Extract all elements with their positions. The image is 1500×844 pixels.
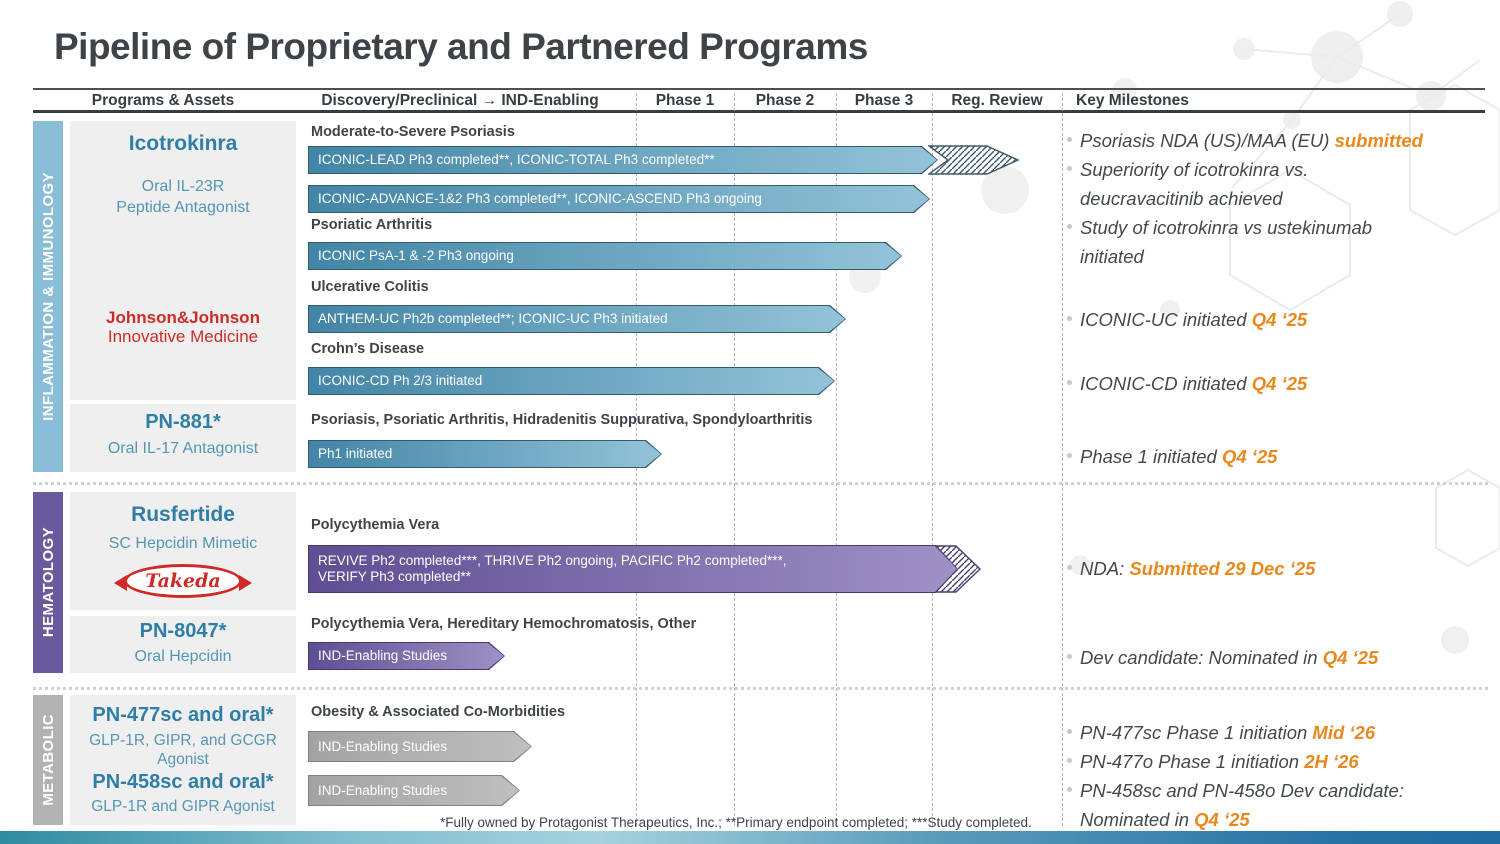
jnj-logo-line1: Johnson&Johnson — [106, 308, 260, 327]
milestones-divider-line — [1062, 93, 1063, 826]
header-top-rule — [33, 88, 1485, 90]
pipeline-bar-pn8047-ind: IND-Enabling Studies — [308, 642, 505, 670]
program-box-pn8047: PN-8047* Oral Hepcidin — [70, 616, 296, 673]
johnson-johnson-logo: Johnson&Johnson Innovative Medicine — [70, 308, 296, 346]
bar-label: ANTHEM-UC Ph2b completed**; ICONIC-UC Ph… — [318, 311, 668, 326]
bar-label: IND-Enabling Studies — [318, 738, 448, 754]
indication-ulcerative-colitis: Ulcerative Colitis — [311, 279, 429, 295]
category-bar-hematology: HEMATOLOGY — [33, 492, 63, 673]
column-header-phase2: Phase 2 — [755, 92, 815, 109]
bar-label: ICONIC PsA-1 & -2 Ph3 ongoing — [318, 248, 514, 263]
pipeline-bar-anthem-uc: ANTHEM-UC Ph2b completed**; ICONIC-UC Ph… — [308, 305, 846, 333]
category-bar-metabolic: METABOLIC — [33, 695, 63, 825]
pipeline-bar-iconic-lead: ICONIC-LEAD Ph3 completed**, ICONIC-TOTA… — [308, 146, 938, 174]
milestone-iconic-cd: ICONIC-CD initiated Q4 ‘25 — [1067, 369, 1500, 398]
milestone-pn8047-dev-candidate: Dev candidate: Nominated in Q4 ‘25 — [1067, 643, 1500, 672]
column-header-key-milestones: Key Milestones — [1076, 92, 1189, 109]
milestone-pn881-phase1: Phase 1 initiated Q4 ‘25 — [1067, 442, 1500, 471]
pipeline-bar-pn458-ind: IND-Enabling Studies — [308, 775, 520, 806]
program-subtitle-pn8047: Oral Hepcidin — [134, 648, 232, 665]
indication-pn881: Psoriasis, Psoriatic Arthritis, Hidraden… — [311, 412, 813, 428]
milestone-ustekinumab-study: Study of icotrokinra vs ustekinumab init… — [1067, 213, 1500, 271]
column-header-discovery: Discovery/Preclinical → IND-Enabling — [321, 92, 599, 109]
bar-label: ICONIC-ADVANCE-1&2 Ph3 completed**, ICON… — [318, 191, 762, 206]
bar-label: IND-Enabling Studies — [318, 782, 448, 798]
bar-label: REVIVE Ph2 completed***, THRIVE Ph2 ongo… — [318, 553, 787, 584]
pipeline-bar-pn477-ind: IND-Enabling Studies — [308, 731, 532, 762]
program-subtitle-pn881: Oral IL-17 Antagonist — [107, 440, 259, 457]
program-box-pn881: PN-881* Oral IL-17 Antagonist — [70, 404, 296, 472]
program-box-rusfertide: Rusfertide SC Hepcidin Mimetic Takeda — [70, 492, 296, 610]
program-subtitle-rusfertide: SC Hepcidin Mimetic — [108, 535, 258, 552]
reg-review-divider-line — [932, 93, 933, 826]
bar-label: Ph1 initiated — [318, 446, 393, 461]
section-separator-2 — [33, 687, 1488, 690]
milestone-iconic-uc: ICONIC-UC initiated Q4 ‘25 — [1067, 305, 1500, 334]
bar-label: IND-Enabling Studies — [318, 648, 448, 663]
milestone-pn477sc: PN-477sc Phase 1 initiation Mid ‘26 — [1067, 718, 1500, 747]
milestone-superiority: Superiority of icotrokinra vs. deucravac… — [1067, 155, 1500, 213]
program-name-icotrokinra: Icotrokinra — [128, 132, 238, 155]
pipeline-bar-iconic-cd: ICONIC-CD Ph 2/3 initiated — [308, 367, 835, 395]
program-name-pn477: PN-477sc and oral* — [92, 704, 274, 726]
bar-label: ICONIC-CD Ph 2/3 initiated — [318, 373, 483, 388]
pipeline-bar-pn881-ph1: Ph1 initiated — [308, 440, 662, 468]
indication-polycythemia-vera: Polycythemia Vera — [311, 517, 440, 533]
milestone-rusfertide-nda: NDA: Submitted 29 Dec ‘25 — [1067, 554, 1500, 583]
pipeline-bar-iconic-advance: ICONIC-ADVANCE-1&2 Ph3 completed**, ICON… — [308, 185, 930, 213]
indication-obesity: Obesity & Associated Co-Morbidities — [311, 704, 566, 720]
milestone-pn458-dev-candidate: PN-458sc and PN-458o Dev candidate: Nomi… — [1067, 776, 1500, 834]
program-subtitle-pn458: GLP-1R and GIPR Agonist — [91, 798, 275, 815]
program-name-pn458: PN-458sc and oral* — [92, 771, 274, 793]
program-name-pn881: PN-881* — [145, 411, 221, 433]
milestone-psoriasis-nda: Psoriasis NDA (US)/MAA (EU) submitted — [1067, 126, 1500, 155]
indication-pv-hh-other: Polycythemia Vera, Hereditary Hemochroma… — [311, 616, 697, 632]
milestone-pn477o: PN-477o Phase 1 initiation 2H ‘26 — [1067, 747, 1500, 776]
program-name-pn8047: PN-8047* — [139, 620, 227, 642]
column-header-reg-review: Reg. Review — [951, 92, 1043, 109]
phase2-divider-line — [734, 93, 735, 826]
takeda-logo-text: Takeda — [145, 570, 221, 592]
bottom-gradient-bar — [0, 831, 1500, 844]
indication-psoriatic-arthritis: Psoriatic Arthritis — [311, 217, 433, 233]
program-subtitle-icotrokinra: Oral IL-23R Peptide Antagonist — [116, 178, 250, 216]
takeda-logo: Takeda — [114, 562, 252, 600]
phase3-divider-line — [836, 93, 837, 826]
program-name-rusfertide: Rusfertide — [131, 503, 235, 526]
header-bottom-rule — [33, 110, 1485, 113]
takeda-logo-oval: Takeda — [114, 564, 252, 598]
pipeline-bar-iconic-psa: ICONIC PsA-1 & -2 Ph3 ongoing — [308, 242, 902, 270]
category-label-inflammation: INFLAMMATION & IMMUNOLOGY — [39, 172, 57, 421]
footnote: *Fully owned by Protagonist Therapeutics… — [440, 815, 1032, 830]
category-label-metabolic: METABOLIC — [39, 714, 57, 806]
pipeline-bar-rusfertide: REVIVE Ph2 completed***, THRIVE Ph2 ongo… — [308, 545, 958, 593]
page-title: Pipeline of Proprietary and Partnered Pr… — [54, 26, 868, 67]
indication-psoriasis: Moderate-to-Severe Psoriasis — [311, 124, 515, 140]
program-box-metabolic: PN-477sc and oral* GLP-1R, GIPR, and GCG… — [70, 695, 296, 825]
category-label-hematology: HEMATOLOGY — [39, 527, 57, 638]
indication-crohns-disease: Crohn’s Disease — [311, 341, 425, 357]
reg-review-hatched-arrowhead-icotrokinra — [928, 145, 1020, 175]
column-header-phase1: Phase 1 — [655, 92, 715, 109]
column-header-programs-assets: Programs & Assets — [91, 92, 235, 109]
category-bar-inflammation: INFLAMMATION & IMMUNOLOGY — [33, 121, 63, 472]
jnj-logo-line2: Innovative Medicine — [107, 327, 259, 346]
column-header-phase3: Phase 3 — [854, 92, 914, 109]
section-separator-1 — [33, 482, 1488, 485]
program-subtitle-pn477: GLP-1R, GIPR, and GCGR Agonist — [89, 732, 277, 768]
program-box-icotrokinra: Icotrokinra Oral IL-23R Peptide Antagoni… — [70, 121, 296, 400]
bar-label: ICONIC-LEAD Ph3 completed**, ICONIC-TOTA… — [318, 152, 715, 167]
